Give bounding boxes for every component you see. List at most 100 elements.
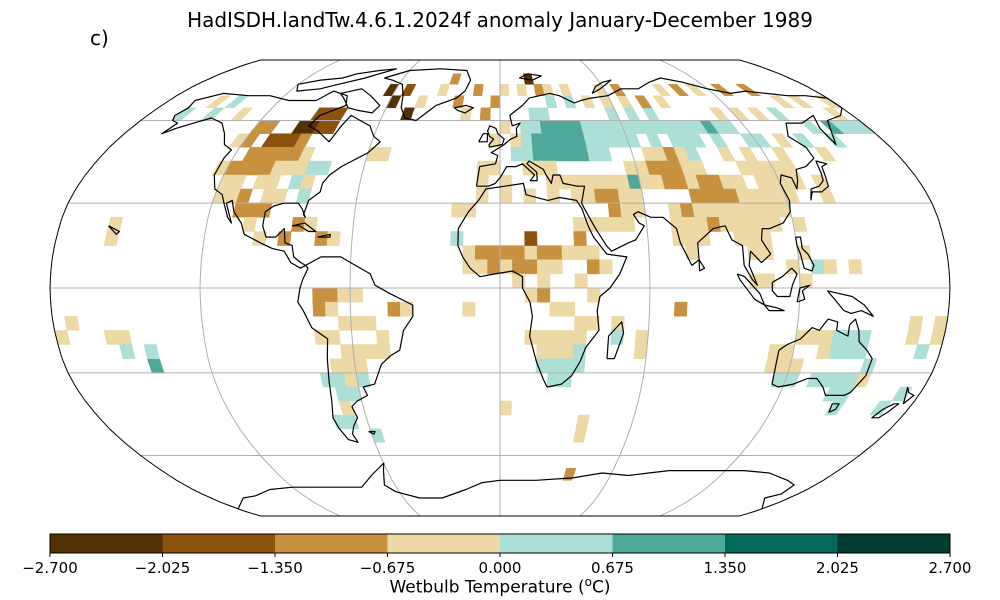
grid-cell xyxy=(451,202,465,218)
coastline xyxy=(108,225,120,235)
grid-cell xyxy=(559,358,574,374)
grid-cell xyxy=(768,95,796,109)
grid-cell xyxy=(531,133,544,148)
grid-cell xyxy=(537,287,551,303)
coastline xyxy=(237,462,795,510)
grid-cell xyxy=(436,84,450,96)
grid-cell xyxy=(824,400,847,416)
grid-cell xyxy=(568,174,583,190)
coastline xyxy=(487,125,505,148)
coastline xyxy=(457,182,628,388)
grid-cell xyxy=(324,287,338,303)
grid-cell xyxy=(557,174,571,190)
colorbar-label-main: Wetbulb Temperature ( xyxy=(389,577,585,598)
grid-cell xyxy=(524,231,538,246)
grid-cell xyxy=(537,259,551,275)
coastline xyxy=(902,386,915,405)
grid-cell xyxy=(770,146,792,162)
colorbar-swatch xyxy=(725,534,838,553)
colorbar-swatch xyxy=(612,534,726,553)
grid-cell xyxy=(582,188,597,204)
coastlines xyxy=(108,68,915,510)
grid-cell xyxy=(116,330,133,345)
grid-cell xyxy=(706,217,722,232)
grid-cell xyxy=(510,133,522,148)
coastline xyxy=(368,430,376,435)
coastline xyxy=(796,284,811,303)
grid-cell xyxy=(352,344,367,359)
grid-cell xyxy=(913,344,931,359)
grid-cell xyxy=(745,231,761,246)
grid-cell xyxy=(462,301,476,317)
coastline xyxy=(454,104,474,114)
grid-cell xyxy=(708,133,729,148)
grid-cell xyxy=(487,245,501,260)
grid-cell xyxy=(558,372,573,388)
colorbar xyxy=(49,533,951,557)
grid-cell xyxy=(814,146,837,162)
grid-cell xyxy=(547,358,562,374)
grid-cell xyxy=(869,400,893,416)
colorbar-tick-label: 2.700 xyxy=(928,559,972,577)
coastline xyxy=(478,133,489,143)
grid-cell xyxy=(544,160,558,176)
colorbar-tick-label: 1.350 xyxy=(703,559,747,577)
grid-cell xyxy=(382,84,400,96)
coastline xyxy=(519,73,542,81)
grid-cell xyxy=(536,330,550,345)
grid-cell xyxy=(561,330,575,345)
grid-cell xyxy=(687,133,707,148)
grid-cell xyxy=(633,344,648,359)
colorbar-label-sup: o xyxy=(584,575,592,589)
grid-cell xyxy=(574,273,588,289)
grid-cell xyxy=(490,95,501,109)
grid-cell xyxy=(169,107,197,121)
grid-cell xyxy=(364,344,379,359)
grid-cell xyxy=(544,95,558,109)
grid-cell xyxy=(609,217,624,232)
grid-cell xyxy=(472,84,484,96)
grid-cell xyxy=(337,287,351,303)
grid-cell xyxy=(859,358,878,374)
grid-cell xyxy=(337,316,352,331)
grid-cell xyxy=(549,245,563,260)
grid-cell xyxy=(575,414,590,430)
grid-cell xyxy=(708,107,731,121)
grid-cell xyxy=(499,400,512,416)
grid-cell xyxy=(520,133,533,148)
grid-cell xyxy=(499,188,513,204)
grid-cell xyxy=(350,316,365,331)
grid-cell xyxy=(541,84,555,96)
grid-cell xyxy=(823,133,848,148)
map-title: HadISDH.landTw.4.6.1.2024f anomaly Janua… xyxy=(187,8,813,32)
grid-cell xyxy=(340,344,355,359)
grid-cell xyxy=(487,259,501,275)
coastline xyxy=(810,160,830,201)
grid-cell xyxy=(587,287,601,303)
grid-cell xyxy=(765,107,791,121)
grid-cell xyxy=(796,245,812,260)
grid-cell xyxy=(817,188,837,204)
coastline xyxy=(606,321,625,360)
grid-cell xyxy=(324,301,339,317)
coastline xyxy=(764,304,785,312)
grid-cell xyxy=(604,107,621,121)
colorbar-tick-label: 2.025 xyxy=(816,559,859,577)
grid-cell xyxy=(549,301,563,317)
grid-cell xyxy=(329,358,345,374)
grid-cell xyxy=(536,245,551,260)
grid-cell xyxy=(314,231,329,246)
grid-cell xyxy=(904,330,922,345)
grid-cell xyxy=(119,344,136,359)
map-boundary xyxy=(49,59,951,517)
grid-cell xyxy=(822,107,851,121)
grid-cell xyxy=(572,428,588,443)
grid-cell xyxy=(537,273,551,289)
coastline xyxy=(291,222,317,233)
grid-cell xyxy=(694,217,709,232)
coastline xyxy=(296,68,397,92)
colorbar-swatch xyxy=(837,534,951,553)
grid-cell xyxy=(54,330,71,345)
colorbar-tick-label: −2.025 xyxy=(134,559,191,577)
coastline xyxy=(297,256,414,443)
